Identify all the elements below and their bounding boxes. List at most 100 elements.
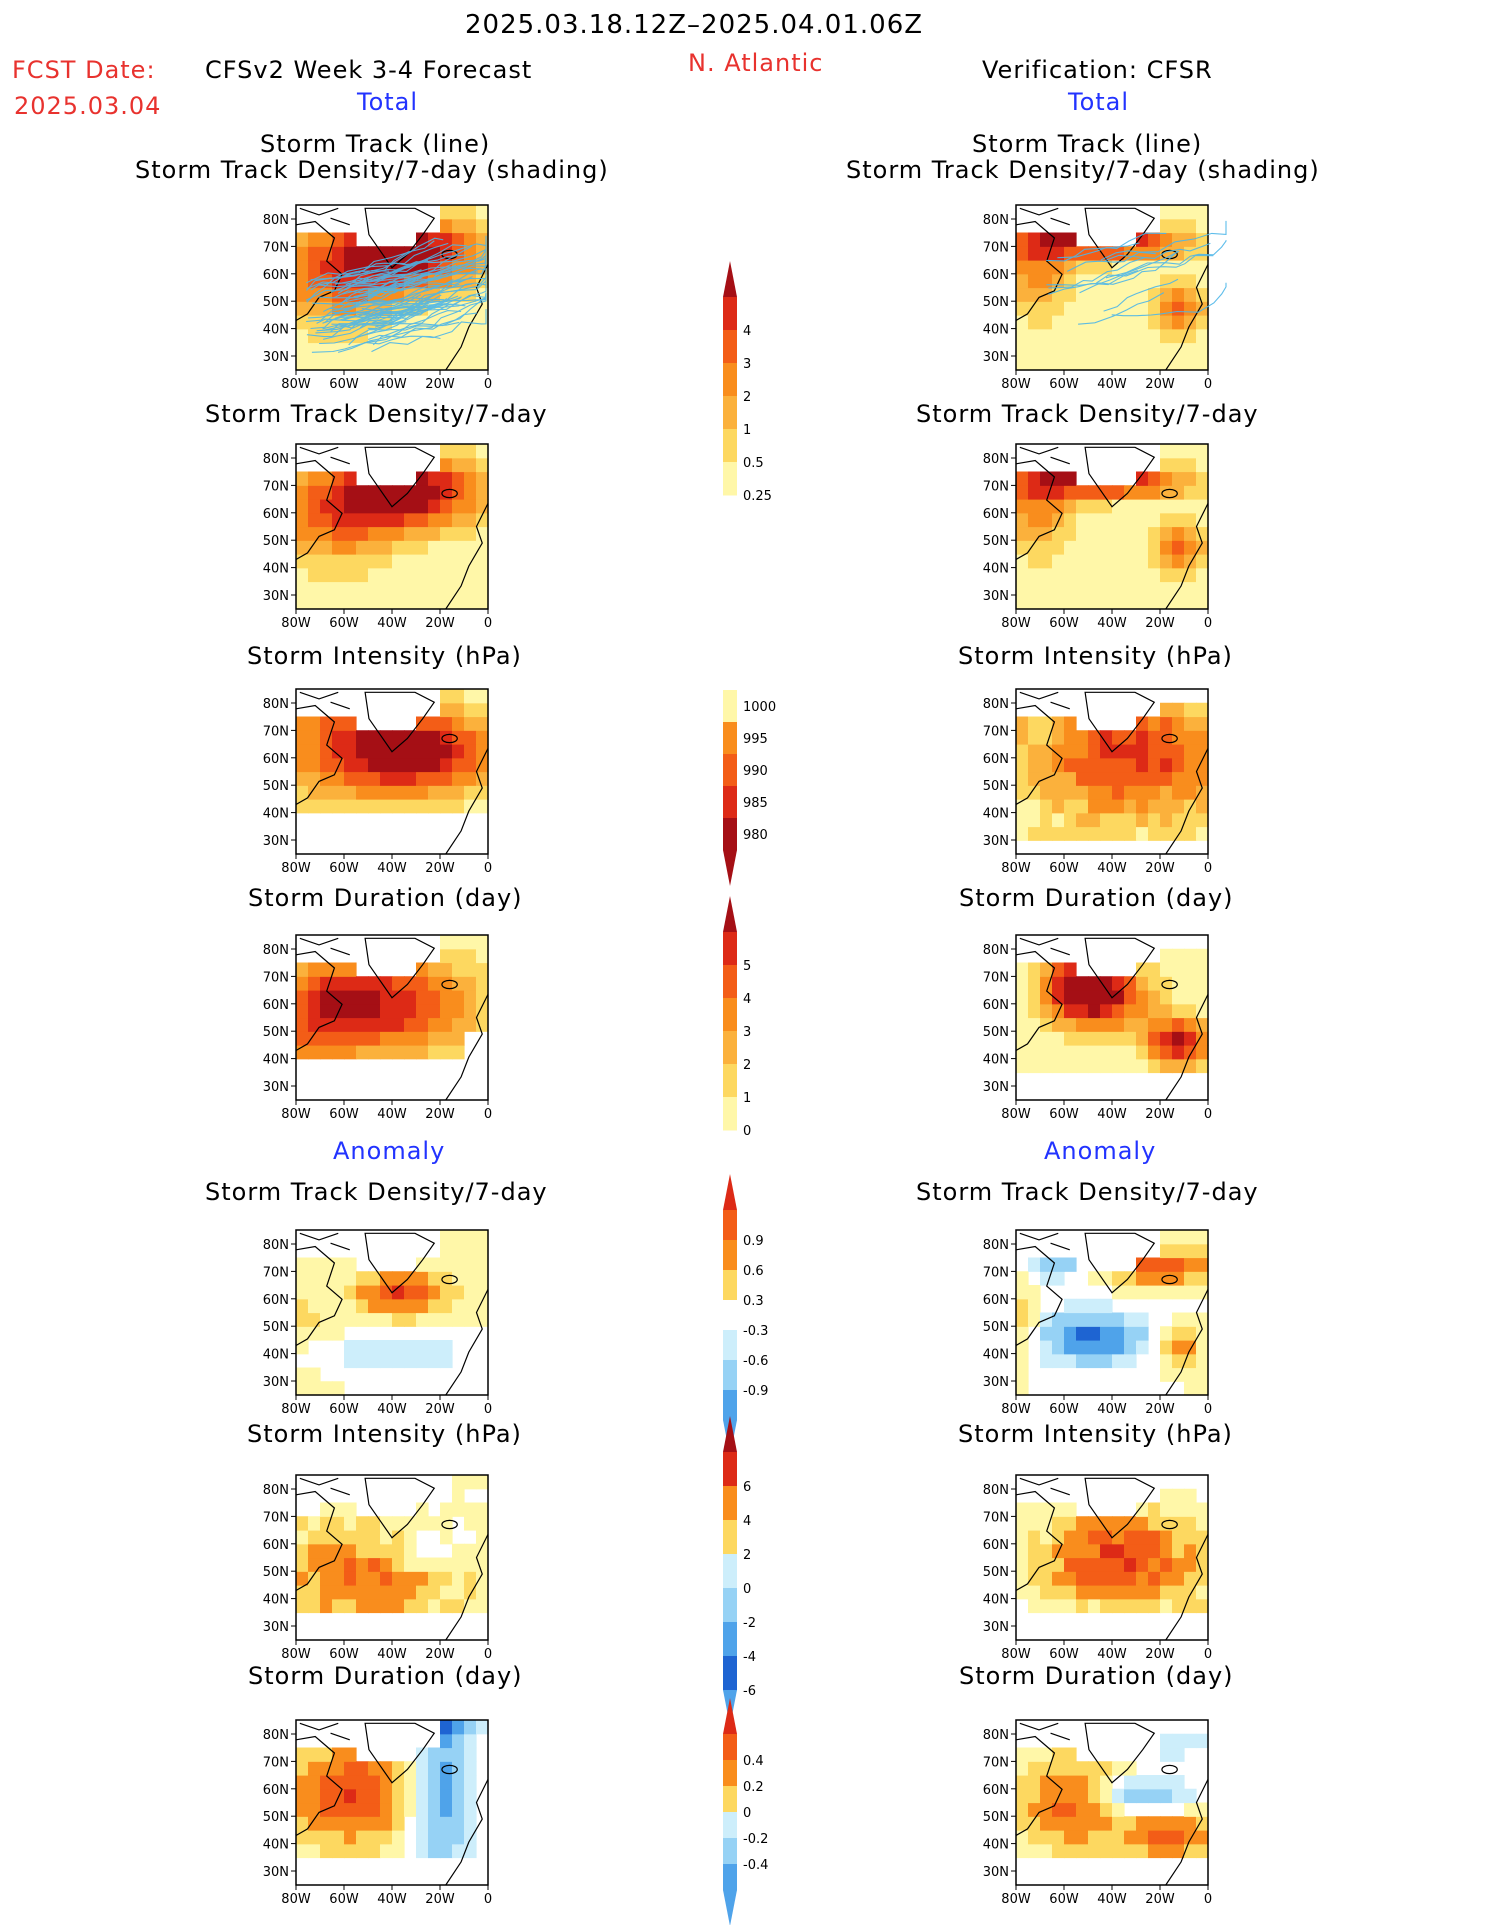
heat-cell: [452, 512, 465, 528]
heat-cell: [1124, 1045, 1137, 1060]
storm-track-line: [1100, 220, 1227, 261]
heat-cell: [428, 771, 441, 786]
heat-cell: [1028, 1031, 1041, 1046]
heat-cell: [1136, 567, 1149, 583]
heat-cell: [1028, 1788, 1041, 1804]
heat-cell: [416, 976, 429, 991]
heat-cell: [1172, 315, 1185, 330]
heat-cell: [308, 1775, 321, 1790]
heat-cell: [1112, 1003, 1125, 1019]
y-tick-label: 60N: [263, 752, 289, 767]
heat-cell: [1196, 1230, 1209, 1245]
heat-cell: [1028, 595, 1041, 610]
heat-cell: [308, 771, 321, 786]
heat-cell: [392, 1571, 405, 1586]
heat-cell: [1136, 812, 1149, 828]
heat-cell: [1064, 1598, 1077, 1614]
left-track-title-2: Storm Track Density/7-day (shading): [135, 156, 609, 184]
heat-cell: [1052, 1775, 1065, 1790]
heat-cell: [356, 1557, 369, 1572]
heat-cell: [1148, 990, 1161, 1005]
heat-cell: [1028, 1516, 1041, 1531]
heat-cell: [1148, 1830, 1161, 1845]
heat-cell: [1160, 1031, 1173, 1046]
heat-cell: [1040, 990, 1053, 1005]
heat-cell: [344, 1298, 357, 1314]
heat-cell: [368, 1543, 381, 1559]
heat-cell: [1076, 1298, 1089, 1314]
heat-cell: [1052, 785, 1065, 800]
heat-cell: [1136, 301, 1149, 316]
heat-cell: [380, 1285, 393, 1300]
heat-cell: [1016, 471, 1029, 486]
heat-cell: [296, 976, 309, 991]
heat-cell: [344, 1802, 357, 1817]
heat-cell: [344, 356, 357, 371]
heat-cell: [1148, 1788, 1161, 1804]
fcst-date-label: FCST Date:: [12, 56, 156, 84]
y-tick-label: 60N: [983, 268, 1009, 283]
heat-cell: [1040, 554, 1053, 569]
y-tick-label: 70N: [263, 479, 289, 494]
x-tick-label: 40W: [377, 1402, 407, 1417]
heat-cell: [356, 1271, 369, 1286]
right-main-title: Verification: CFSR: [982, 56, 1213, 84]
heat-cell: [428, 1003, 441, 1019]
heat-cell: [1136, 1285, 1149, 1300]
colorbar-arrow-top: [723, 896, 737, 932]
heat-cell: [1076, 785, 1089, 800]
y-tick-label: 40N: [983, 323, 1009, 338]
heat-cell: [1112, 540, 1125, 555]
x-tick-label: 20W: [1145, 377, 1175, 392]
heat-cell: [1196, 1326, 1209, 1341]
heat-cell: [428, 744, 441, 759]
heat-cell: [1028, 356, 1041, 371]
heat-cell: [368, 1031, 381, 1046]
heat-cell: [1088, 1340, 1101, 1355]
y-tick-label: 60N: [983, 1783, 1009, 1798]
heat-cell: [1040, 1340, 1053, 1355]
heat-cell: [332, 1775, 345, 1790]
heat-cell: [1076, 260, 1089, 275]
colorbar-duration-anomaly: 0.40.20-0.2-0.4: [723, 1698, 768, 1925]
heat-cell: [296, 260, 309, 275]
heat-cell: [380, 1557, 393, 1572]
heat-cell: [1040, 273, 1053, 289]
heat-cell: [392, 246, 405, 261]
heat-cell: [452, 581, 465, 596]
colorbar-label: 995: [743, 732, 768, 747]
y-tick-label: 40N: [263, 323, 289, 338]
heat-cell: [404, 771, 417, 786]
heat-cell: [1148, 1017, 1161, 1032]
heat-cell: [416, 1598, 429, 1614]
heat-cell: [308, 716, 321, 731]
heat-cell: [1184, 1802, 1197, 1817]
heat-cell: [1100, 799, 1113, 814]
heat-cell: [1076, 990, 1089, 1005]
heat-cell: [464, 1761, 477, 1776]
heat-cell: [332, 990, 345, 1005]
heat-cell: [392, 1585, 405, 1600]
heat-cell: [356, 1353, 369, 1369]
heat-cell: [1088, 1312, 1101, 1327]
heat-cell: [1148, 581, 1161, 596]
heat-cell: [1028, 1257, 1041, 1272]
heat-cell: [1124, 1598, 1137, 1614]
heat-cell: [476, 976, 489, 991]
heat-cell: [440, 1843, 453, 1859]
heat-cell: [1052, 826, 1065, 841]
heat-cell: [380, 785, 393, 800]
heat-cell: [1148, 771, 1161, 786]
heat-cell: [296, 287, 309, 302]
colorbar-box: [723, 1588, 737, 1623]
heat-cell: [356, 540, 369, 555]
storm-track-line: [1046, 242, 1140, 262]
heat-cell: [1196, 1830, 1209, 1845]
heat-cell: [476, 1585, 489, 1600]
heat-cell: [1184, 744, 1197, 759]
storm-track-line: [368, 295, 487, 341]
heat-cell: [1040, 1775, 1053, 1790]
greenland-coast: [1084, 207, 1156, 269]
